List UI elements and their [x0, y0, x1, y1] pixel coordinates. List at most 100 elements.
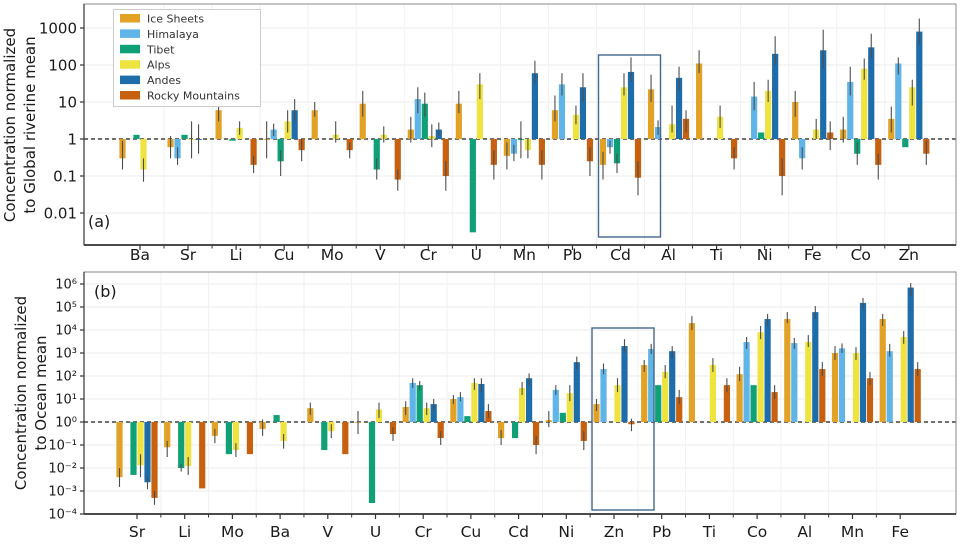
bar-alps-U [476, 84, 483, 139]
bar-ice-sheets-Li [215, 110, 222, 139]
bar-andes-Cu [478, 383, 485, 422]
bar-rocky-mountains-Pb [676, 397, 683, 422]
bar-andes-Pb [579, 87, 587, 139]
bar-rocky-mountains-Ti [723, 385, 730, 422]
x-category-label-Zn: Zn [604, 523, 624, 541]
y-axis-title-line1: Concentration normalized [12, 296, 30, 490]
bar-alps-Zn [614, 385, 621, 422]
bar-ice-sheets-Zn [593, 404, 600, 422]
bar-rocky-mountains-V [394, 139, 401, 180]
bar-rocky-mountains-Li [250, 139, 257, 165]
y-tick-label: 10² [55, 370, 77, 385]
bar-alps-Ni [765, 90, 772, 139]
y-tick-label: 10⁴ [55, 324, 77, 339]
x-category-label-Mn: Mn [841, 523, 864, 541]
x-category-label-Cu: Cu [461, 523, 482, 541]
x-category-label-Cr: Cr [420, 246, 438, 264]
legend-label: Andes [147, 74, 181, 87]
x-category-label-Fe: Fe [891, 523, 909, 541]
bar-alps-Zn [909, 87, 916, 139]
y-axis-title-line2: to Global riverine mean [21, 36, 39, 213]
bar-rocky-mountains-Mn [866, 378, 874, 422]
bar-tibet-Cr [416, 385, 423, 422]
bar-alps-Pb [662, 371, 669, 422]
bar-rocky-mountains-Cd [634, 139, 642, 178]
x-category-label-U: U [370, 523, 381, 541]
bar-ice-sheets-U [455, 103, 462, 139]
bar-andes-Sr [144, 422, 151, 483]
bar-rocky-mountains-Cr [437, 422, 444, 439]
bar-tibet-V [321, 422, 328, 451]
bar-andes-Mn [531, 73, 538, 139]
bar-rocky-mountains-Co [771, 392, 778, 422]
legend-swatch-rocky-mountains [120, 91, 140, 100]
panel-b: 10⁶ 10⁵ 10⁴ 10³ 10² 10¹ 10⁰ 10⁻¹ 10⁻² 10⁻³ 10⁻⁴ Sr L… [12, 271, 957, 541]
bar-andes-Cr [430, 404, 437, 422]
bar-alps-Ti [709, 365, 716, 422]
bar-andes-Fe [820, 50, 827, 140]
x-category-label-Al: Al [661, 246, 676, 264]
bar-tibet-Mo [225, 422, 232, 455]
bar-andes-Zn [621, 346, 628, 422]
y-axis-title-line1: Concentration normalized [1, 28, 19, 222]
x-category-label-Pb: Pb [563, 246, 582, 264]
y-tick-label: 1000 [39, 19, 77, 37]
bar-tibet-Ba [133, 134, 140, 139]
bar-ice-sheets-Li [164, 422, 171, 448]
legend: Ice Sheets Himalaya Tibet Alps Andes Rocky Mo… [113, 9, 261, 107]
bar-himalaya-Cu [457, 397, 464, 422]
bar-ice-sheets-V [359, 103, 366, 139]
bar-alps-Mn [852, 353, 860, 422]
bar-andes-Cd [627, 71, 635, 139]
bar-ice-sheets-Sr [116, 422, 123, 478]
y-tick-label: 10⁰ [55, 416, 77, 431]
bar-tibet-Co [750, 385, 757, 422]
bar-himalaya-Mn [838, 348, 846, 422]
bar-alps-Al [805, 342, 812, 422]
x-category-label-Co: Co [747, 523, 767, 541]
bar-alps-Co [861, 68, 868, 139]
x-category-label-Ni: Ni [558, 523, 574, 541]
bar-tibet-Zn [902, 139, 909, 148]
bar-rocky-mountains-V [342, 422, 349, 455]
bar-andes-Co [764, 319, 771, 422]
bar-tibet-Ni [559, 412, 566, 422]
bar-alps-Ba [280, 422, 287, 441]
y-tick-label: 10 [58, 93, 77, 111]
x-category-label-Mo: Mo [321, 246, 344, 264]
bar-alps-Sr [137, 422, 144, 466]
bars-layer [119, 18, 930, 233]
bar-tibet-Cd [613, 139, 621, 164]
bar-alps-Fe [900, 336, 907, 422]
bar-himalaya-Al [791, 343, 798, 422]
x-category-label-Ni: Ni [757, 246, 773, 264]
bar-alps-Li [185, 422, 192, 467]
x-category-label-Cr: Cr [415, 523, 433, 541]
bar-rocky-mountains-Co [875, 139, 882, 165]
x-category-label-Zn: Zn [899, 246, 919, 264]
panel-letter: (a) [88, 212, 110, 231]
bar-ice-sheets-Ti [696, 63, 703, 139]
bar-tibet-Ni [758, 132, 765, 139]
x-category-label-Cu: Cu [274, 246, 295, 264]
x-category-label-Sr: Sr [129, 523, 146, 541]
y-tick-label: 10⁶ [55, 278, 77, 293]
bar-tibet-U [368, 422, 376, 504]
bar-tibet-Sr [181, 134, 188, 139]
bar-andes-Zn [916, 31, 923, 139]
bar-alps-Ni [566, 393, 573, 422]
x-category-label-Cd: Cd [508, 523, 529, 541]
bar-rocky-mountains-Sr [151, 422, 158, 498]
y-tick-label: 1 [67, 130, 77, 148]
bar-himalaya-Co [743, 342, 750, 422]
highlight-box-Zn [591, 327, 655, 511]
bar-alps-Cd [620, 87, 628, 139]
panel-letter: (b) [94, 282, 117, 301]
bar-himalaya-Zn [600, 369, 607, 422]
bar-andes-Cd [526, 378, 533, 422]
x-category-label-U: U [471, 246, 482, 264]
bar-ice-sheets-Ti [688, 323, 695, 422]
bar-alps-Co [757, 332, 764, 422]
bar-alps-Cu [471, 382, 478, 422]
